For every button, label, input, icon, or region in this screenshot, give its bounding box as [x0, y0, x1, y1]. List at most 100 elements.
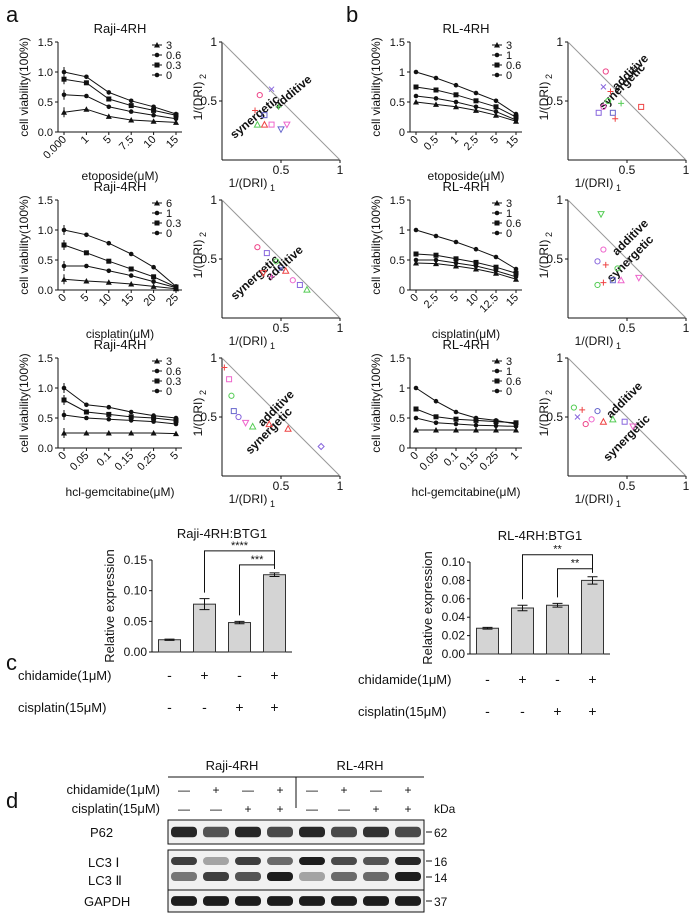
error-bar [234, 620, 245, 625]
marker-circle [106, 268, 112, 274]
marker-square [494, 220, 500, 226]
wb-cisplatin-sign: — [338, 802, 350, 816]
x-tick-label: 1 [448, 134, 461, 147]
marker-circle [513, 266, 519, 272]
x-tick-label: 0.05 [417, 450, 441, 474]
y-tick-label: 1.5 [38, 353, 53, 365]
x-tick-label: 0 [408, 134, 421, 147]
marker-circle [106, 240, 112, 246]
iso-point [268, 273, 275, 280]
y-tick-label: 0.00 [442, 647, 466, 661]
y-tick-label: 0.5 [390, 97, 405, 109]
iso-point [260, 120, 269, 128]
marker-circle [453, 421, 459, 427]
additive-line [221, 357, 341, 477]
y-tick-label: 1 [399, 383, 405, 395]
bar [476, 627, 499, 655]
marker-circle [154, 210, 160, 216]
iso-point [609, 277, 616, 284]
y-tick-label: 0.10 [124, 584, 148, 598]
bar [546, 604, 569, 655]
x-axis-label: etoposide(μM) [82, 169, 159, 183]
series-line-3 [64, 432, 177, 435]
legend-label: 3 [166, 40, 172, 52]
wb-cisplatin-label: cisplatin(15μM) [72, 801, 160, 816]
marker-square [154, 378, 160, 384]
error-bar [482, 626, 493, 630]
synergetic-label: synergetic [227, 92, 282, 142]
legend-label: 0 [506, 228, 512, 240]
x-axis-label: hcl-gemcitabine(μM) [412, 485, 521, 499]
marker-circle [154, 52, 160, 58]
marker-triangle [128, 117, 135, 123]
chart-title: Raji-4RH [94, 179, 147, 194]
blot-band [299, 896, 325, 906]
treatment-cisplatin-sign: - [485, 703, 490, 719]
x-tick-label: 20 [142, 292, 159, 309]
marker-circle [173, 284, 179, 289]
series-line-1 [415, 95, 517, 121]
iso-x-label: 1/(DRI) [229, 334, 268, 348]
marker-triangle [150, 430, 157, 436]
series-line-1 [64, 265, 177, 289]
legend-label: 0.6 [166, 50, 181, 62]
treatment-cisplatin-label: cisplatin(15μM) [358, 704, 446, 719]
y-tick-label: 0.00 [124, 645, 148, 659]
marker-triangle [154, 358, 160, 364]
chart-title: RL-4RH [443, 179, 490, 194]
marker-triangle [473, 427, 479, 433]
marker-circle [473, 104, 479, 110]
treatment-cisplatin-sign: - [202, 699, 207, 715]
marker-circle [413, 69, 419, 75]
iso-y-label-sub: 2 [198, 390, 208, 395]
marker-square [83, 80, 89, 86]
x-tick-label: 0.15 [457, 450, 481, 474]
x-tick-label: 0.25 [477, 450, 501, 474]
x-tick-label: 0 [408, 450, 421, 463]
iso-point [268, 86, 275, 93]
marker-circle [151, 264, 156, 270]
marker-square [151, 107, 157, 113]
blot-band [395, 826, 421, 838]
iso-x-tick-label: 1 [683, 321, 690, 335]
error-bar [587, 576, 598, 585]
marker-circle [84, 402, 89, 408]
series-line-0.3 [63, 244, 177, 288]
iso-y-label-sub: 2 [544, 74, 554, 79]
chart-title: Raji-4RH:BTG1 [177, 526, 267, 541]
marker-circle [151, 413, 156, 418]
iso-x-label-sub: 1 [270, 341, 275, 351]
iso-point [278, 265, 284, 272]
y-axis-label: cell viability(100%) [17, 37, 31, 136]
y-tick-label: 0.08 [442, 573, 466, 587]
marker-square [433, 87, 439, 93]
line-chart-a3: 0.00.51.01.500.05 0.10.150.25 5Raji-4RHhcl… [17, 337, 182, 499]
chart-title: Raji-4RH [94, 21, 147, 36]
y-axis-label: Relative expression [420, 551, 435, 664]
marker-square [493, 264, 499, 270]
marker-triangle [433, 260, 439, 267]
legend-label: 1 [506, 50, 512, 62]
wb-cisplatin-sign: + [276, 802, 283, 816]
iso-x-tick-label: 1 [337, 321, 344, 335]
wb-chidamide-sign: — [242, 783, 254, 797]
additive-line [567, 357, 687, 477]
marker-circle [493, 418, 499, 423]
western-blot: Raji-4RH RL-4RH chidamide(1μM) cisplatin(15… [67, 758, 456, 913]
bar [511, 607, 534, 655]
marker-circle [433, 96, 439, 101]
bar-chart-c2: 0.00 0.02 0.04 0.06 0.08 0.10 RL-4RH:BTG1 Relat… [358, 528, 610, 719]
y-tick-label: 0.5 [38, 255, 53, 267]
marker-circle [473, 246, 479, 252]
marker-square [173, 417, 179, 423]
marker-triangle [413, 99, 419, 105]
series-line-0 [63, 71, 177, 115]
x-tick-label: 0 [408, 292, 421, 305]
y-tick-label: 0.0 [38, 127, 53, 139]
iso-x-label: 1/(DRI) [575, 176, 614, 190]
series-line-0 [63, 387, 177, 419]
marker-circle [84, 263, 89, 269]
y-tick-label: 0.5 [390, 413, 405, 425]
